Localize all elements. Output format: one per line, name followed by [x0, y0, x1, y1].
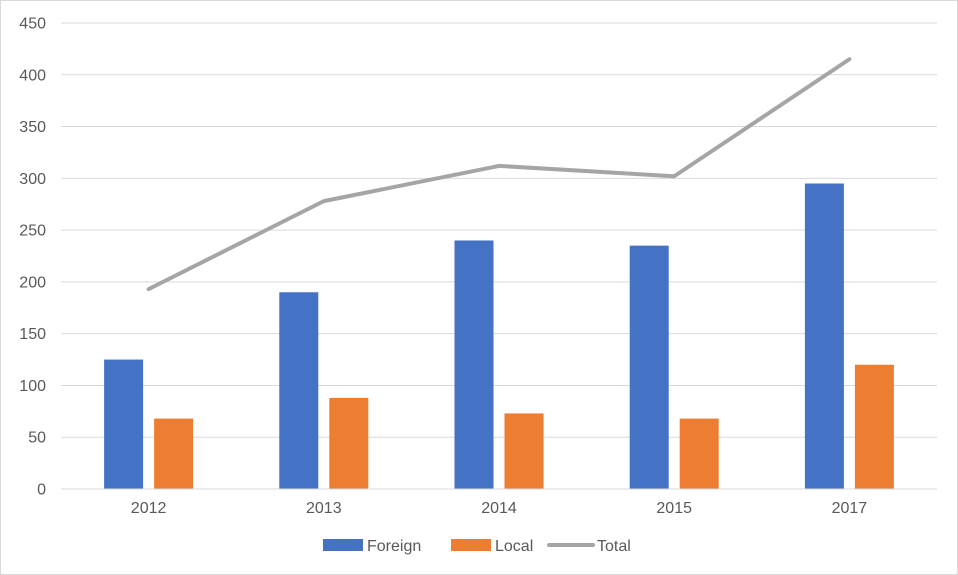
- x-tick-label: 2013: [306, 500, 342, 517]
- bar-foreign-2012: [104, 359, 144, 489]
- bar-foreign-2017: [804, 183, 844, 489]
- bar-local-2013: [329, 397, 369, 489]
- y-tick-label: 350: [19, 119, 46, 136]
- legend-label-local: Local: [495, 538, 533, 555]
- y-tick-label: 300: [19, 171, 46, 188]
- legend-swatch-foreign: [323, 539, 363, 551]
- y-tick-label: 0: [37, 482, 46, 499]
- bar-local-2014: [504, 413, 544, 489]
- bars: [104, 183, 894, 489]
- x-tick-label: 2015: [656, 500, 692, 517]
- bar-local-2017: [854, 364, 894, 489]
- y-tick-label: 200: [19, 274, 46, 291]
- y-tick-label: 150: [19, 326, 46, 343]
- legend-label-total: Total: [597, 538, 631, 555]
- bar-foreign-2013: [279, 292, 319, 489]
- y-tick-label: 400: [19, 67, 46, 84]
- legend-swatch-local: [451, 539, 491, 551]
- legend: Foreign Local Total: [323, 538, 631, 555]
- axes: 0 50 100 150 200 250 300 350 400 450 2012 2013 2014 2…: [19, 16, 937, 517]
- line-total: [146, 57, 852, 292]
- gridlines: [61, 22, 937, 438]
- x-tick-label: 2014: [481, 500, 517, 517]
- x-tick-label: 2012: [131, 500, 167, 517]
- bar-local-2015: [679, 418, 719, 489]
- bar-foreign-2015: [629, 245, 669, 489]
- bar-local-2012: [154, 418, 194, 489]
- y-tick-label: 50: [28, 430, 46, 447]
- x-tick-label: 2017: [832, 500, 868, 517]
- y-tick-label: 250: [19, 223, 46, 240]
- y-tick-label: 100: [19, 378, 46, 395]
- y-tick-label: 450: [19, 16, 46, 33]
- bar-foreign-2014: [454, 240, 494, 489]
- line-series: [146, 57, 852, 292]
- legend-label-foreign: Foreign: [367, 538, 421, 555]
